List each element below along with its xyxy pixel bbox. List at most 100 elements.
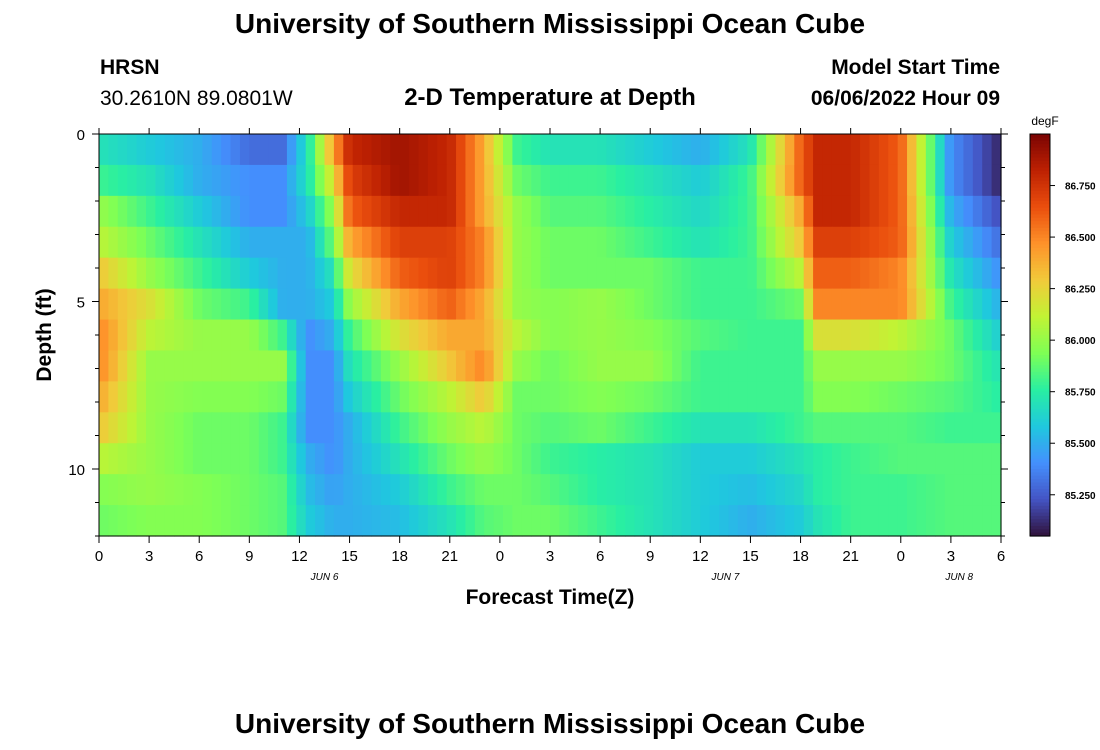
heatmap-cell (550, 226, 560, 259)
date-label: JUN 6 (310, 572, 339, 583)
heatmap-cell (568, 443, 579, 475)
heatmap-cell (606, 288, 617, 321)
colorbar-tick-label: 85.500 (1065, 439, 1096, 450)
heatmap-cell (991, 319, 1002, 352)
heatmap-cell (944, 474, 955, 506)
heatmap-cell (484, 505, 495, 537)
heatmap-cell (380, 505, 391, 537)
heatmap-cell (446, 288, 457, 321)
heatmap-cell (427, 319, 438, 352)
heatmap-cell (484, 288, 495, 321)
heatmap-cell (418, 505, 429, 537)
heatmap-cell (127, 350, 138, 382)
heatmap-cell (362, 505, 373, 537)
heatmap-cell (747, 226, 758, 259)
heatmap-cell (596, 257, 607, 290)
heatmap-cell (399, 381, 410, 413)
heatmap-cell (869, 350, 880, 382)
heatmap-cell (775, 134, 786, 166)
heatmap-cell (756, 288, 767, 321)
heatmap-cell (399, 474, 410, 506)
colorbar-segment (1030, 207, 1050, 212)
heatmap-cell (108, 288, 119, 321)
heatmap-cell (521, 412, 532, 444)
heatmap-cell (587, 443, 598, 475)
heatmap-cell (315, 288, 326, 321)
heatmap-cell (897, 381, 908, 413)
heatmap-cell (869, 195, 880, 228)
heatmap-cell (737, 164, 748, 197)
heatmap-cell (145, 195, 156, 228)
heatmap-cell (183, 381, 194, 413)
heatmap-cell (982, 505, 993, 537)
date-label: JUN 7 (710, 572, 739, 583)
heatmap-cell (841, 350, 852, 382)
heatmap-cell (456, 195, 467, 228)
heatmap-cell (343, 319, 354, 352)
heatmap-cell (296, 412, 307, 444)
heatmap-cell (155, 134, 166, 166)
heatmap-cell (991, 288, 1002, 321)
heatmap-cell (653, 195, 664, 228)
heatmap-cell (606, 381, 617, 413)
heatmap-cell (99, 288, 109, 321)
heatmap-cell (418, 381, 429, 413)
heatmap-cell (183, 474, 194, 506)
y-tick-label: 10 (68, 462, 85, 479)
heatmap-cell (333, 257, 344, 290)
heatmap-cell (728, 195, 739, 228)
heatmap-cell (794, 474, 805, 506)
heatmap-cell (831, 257, 842, 290)
heatmap-cell (907, 474, 918, 506)
heatmap-cell (747, 350, 758, 382)
heatmap-cell (728, 134, 739, 166)
heatmap-cell (954, 164, 965, 197)
heatmap-cell (954, 195, 965, 228)
heatmap-cell (286, 195, 297, 228)
heatmap-cell (747, 195, 758, 228)
heatmap-cell (409, 412, 420, 444)
heatmap-cell (399, 257, 410, 290)
heatmap-cell (531, 350, 542, 382)
heatmap-cell (681, 319, 692, 352)
heatmap-cell (672, 474, 683, 506)
heatmap-cell (907, 134, 918, 166)
heatmap-cell (465, 226, 476, 259)
heatmap-cell (578, 412, 589, 444)
heatmap-cell (737, 474, 748, 506)
heatmap-cell (578, 319, 589, 352)
heatmap-cell (164, 288, 175, 321)
heatmap-cell (164, 134, 175, 166)
heatmap-cell (183, 350, 194, 382)
heatmap-cell (737, 319, 748, 352)
heatmap-cell (174, 443, 185, 475)
heatmap-cell (831, 288, 842, 321)
heatmap-cell (239, 226, 250, 259)
heatmap-cell (108, 505, 119, 537)
heatmap-cell (456, 288, 467, 321)
heatmap-cell (690, 350, 701, 382)
heatmap-cell (634, 164, 645, 197)
heatmap-cell (474, 257, 485, 290)
heatmap-cell (606, 412, 617, 444)
heatmap-cell (550, 505, 560, 537)
heatmap-cell (662, 164, 673, 197)
heatmap-cell (841, 319, 852, 352)
heatmap-cell (888, 443, 899, 475)
heatmap-cell (766, 164, 777, 197)
heatmap-cell (587, 257, 598, 290)
heatmap-cell (136, 226, 147, 259)
heatmap-cell (409, 226, 420, 259)
heatmap-cell (540, 474, 551, 506)
heatmap-cell (352, 257, 363, 290)
heatmap-cell (784, 381, 795, 413)
heatmap-cell (456, 134, 467, 166)
colorbar-segment (1030, 194, 1050, 199)
heatmap-cell (719, 226, 730, 259)
heatmap-cell (925, 505, 936, 537)
heatmap-cell (202, 474, 213, 506)
heatmap-cell (183, 195, 194, 228)
colorbar-segment (1030, 147, 1050, 152)
heatmap-cell (860, 164, 871, 197)
heatmap-cell (211, 226, 222, 259)
